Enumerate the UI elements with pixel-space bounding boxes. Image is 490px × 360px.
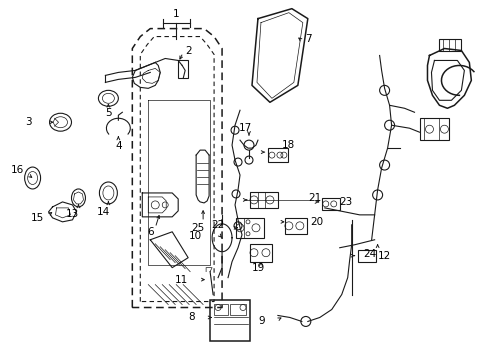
- Bar: [250, 244, 272, 262]
- Text: 4: 4: [115, 141, 122, 151]
- Text: 16: 16: [11, 165, 24, 175]
- Text: 14: 14: [97, 207, 110, 217]
- Bar: [419, 118, 449, 140]
- Text: 23: 23: [340, 197, 353, 207]
- Bar: [214, 303, 228, 315]
- Text: 12: 12: [378, 251, 391, 261]
- Text: 11: 11: [175, 275, 188, 285]
- Text: 17: 17: [238, 123, 252, 133]
- Text: 6: 6: [147, 227, 153, 237]
- Text: 8: 8: [189, 312, 195, 323]
- Bar: [440, 39, 462, 50]
- Text: 21: 21: [308, 193, 321, 203]
- Bar: [178, 60, 188, 78]
- Bar: [285, 218, 307, 234]
- Bar: [236, 218, 264, 238]
- Bar: [250, 192, 278, 208]
- Text: 19: 19: [251, 263, 265, 273]
- Bar: [322, 198, 340, 210]
- Text: 24: 24: [363, 249, 376, 259]
- Text: 18: 18: [282, 140, 295, 150]
- Text: 5: 5: [105, 108, 112, 118]
- Text: 22: 22: [211, 220, 224, 230]
- Text: 9: 9: [258, 316, 265, 327]
- Text: 15: 15: [30, 213, 44, 223]
- Text: 20: 20: [310, 217, 323, 227]
- Text: 10: 10: [189, 231, 202, 241]
- Text: 25: 25: [192, 223, 205, 233]
- Text: 1: 1: [173, 9, 179, 19]
- Text: 2: 2: [185, 45, 192, 55]
- Text: 3: 3: [25, 117, 32, 127]
- Bar: [230, 303, 246, 315]
- Text: 13: 13: [66, 209, 79, 219]
- Bar: [268, 148, 288, 162]
- Text: 7: 7: [305, 33, 312, 44]
- Bar: [358, 250, 376, 262]
- Bar: [210, 300, 250, 341]
